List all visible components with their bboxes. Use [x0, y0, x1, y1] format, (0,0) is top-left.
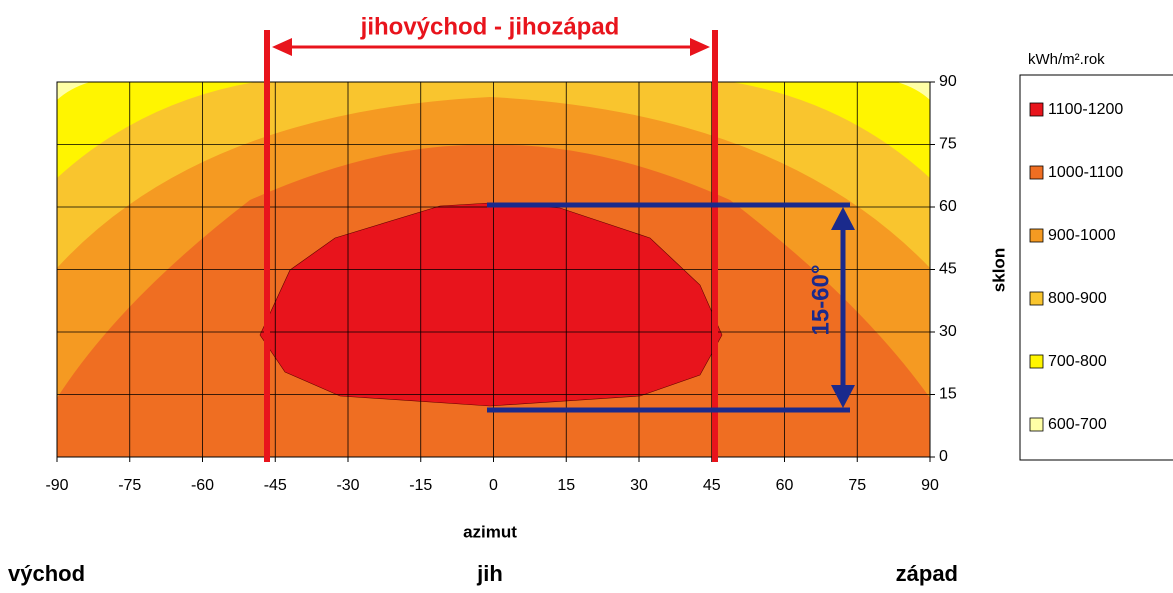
y-tick-label: 60: [939, 198, 957, 215]
region-700-800: [732, 82, 930, 178]
x-tick-label: -90: [45, 477, 68, 494]
y-tick-label: 75: [939, 136, 957, 153]
region-600-700: [897, 82, 930, 100]
region-700-800: [57, 82, 255, 178]
legend-label: 900-1000: [1048, 227, 1116, 244]
arrow-head: [831, 207, 855, 408]
x-tick-label: 30: [630, 477, 648, 494]
x-tick-label: 0: [489, 477, 498, 494]
x-tick-label: 90: [921, 477, 939, 494]
direction-label: východ: [8, 561, 85, 586]
x-tick-label: -75: [118, 477, 141, 494]
y-tick-label: 30: [939, 323, 957, 340]
x-tick-label: -15: [409, 477, 432, 494]
tilt-range-label: 15-60°: [807, 265, 834, 336]
legend-swatch: [1029, 165, 1044, 180]
region-600-700: [57, 82, 90, 100]
region-1100-1200: [259, 202, 723, 407]
x-tick-label: 45: [703, 477, 721, 494]
axes: -90 -75 -60 -45 -30 -15 0 15 30 45 60 75 90015304560…: [45, 73, 956, 494]
y-tick-label: 15: [939, 386, 957, 403]
y-axis-label: sklon: [989, 248, 1008, 292]
x-tick-label: 75: [848, 477, 866, 494]
y-tick-label: 90: [939, 73, 957, 90]
legend: 1100-1200 1000-1100 900-1000 800-900 700-800…: [1029, 101, 1123, 433]
x-tick-label: 15: [557, 477, 575, 494]
legend-label: 800-900: [1048, 290, 1107, 307]
legend-label: 1000-1100: [1048, 164, 1123, 181]
legend-swatch: [1029, 291, 1044, 306]
x-tick-label: -30: [336, 477, 359, 494]
legend-swatch: [1029, 228, 1044, 243]
x-axis-label: azimut: [463, 522, 517, 541]
legend-swatch: [1029, 102, 1044, 117]
x-tick-label: -60: [191, 477, 214, 494]
legend-label: 1100-1200: [1048, 101, 1123, 118]
y-tick-label: 45: [939, 261, 957, 278]
x-tick-label: -45: [264, 477, 287, 494]
legend-box: [1019, 74, 1173, 461]
legend-swatch: [1029, 354, 1044, 369]
direction-label: jih: [476, 561, 503, 586]
legend-title: kWh/m².rok: [1028, 51, 1105, 68]
legend-label: 600-700: [1048, 416, 1107, 433]
x-tick-label: 60: [776, 477, 794, 494]
legend-swatch: [1029, 417, 1044, 432]
legend-label: 700-800: [1048, 353, 1107, 370]
y-tick-label: 0: [939, 448, 948, 465]
direction-label: západ: [896, 561, 958, 586]
range-title: jihovýchod - jihozápad: [360, 13, 620, 40]
